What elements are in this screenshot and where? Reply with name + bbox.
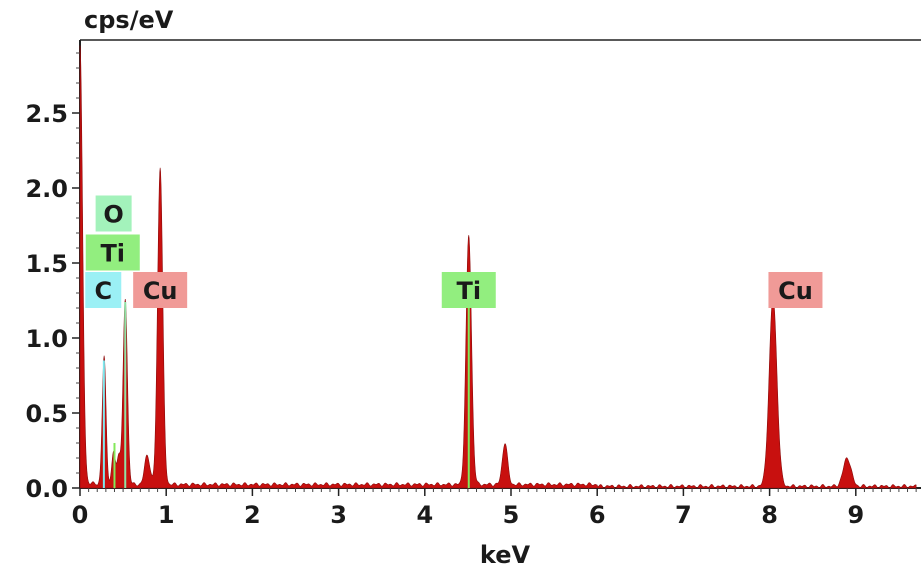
element-label-cu: Cu (768, 272, 823, 308)
element-label-box (133, 272, 188, 308)
element-label-text: Cu (143, 277, 178, 305)
x-tick-label: 9 (847, 501, 864, 529)
x-axis-label: keV (480, 541, 531, 569)
spectrum-layer (79, 45, 917, 489)
element-label-cu: Cu (133, 272, 188, 308)
y-tick-label: 2.0 (25, 175, 68, 203)
element-label-ti: Ti (441, 272, 496, 308)
minor-ticks (76, 52, 917, 492)
element-label-o: O (95, 195, 132, 232)
element-label-box (85, 234, 140, 271)
y-tick-label: 2.5 (25, 100, 68, 128)
y-tick-label: 1.0 (25, 325, 68, 353)
plot-frame (79, 39, 921, 489)
element-label-c: C (85, 272, 122, 308)
spectrum-area (79, 45, 917, 489)
element-label-box (441, 272, 496, 308)
element-label-box (768, 272, 823, 308)
element-label-box (85, 272, 122, 308)
x-tick-label: 4 (416, 501, 433, 529)
element-label-text: Cu (778, 277, 813, 305)
element-lines (102, 293, 470, 488)
y-axis-unit-label: cps/eV (84, 6, 174, 34)
y-tick-label: 0.0 (25, 475, 68, 503)
x-tick-label: 7 (675, 501, 692, 529)
x-tick-label: 0 (72, 501, 89, 529)
element-label-text: Ti (456, 277, 481, 305)
x-tick-label: 3 (330, 501, 347, 529)
x-tick-label: 2 (244, 501, 261, 529)
x-tick-label: 1 (158, 501, 175, 529)
x-tick-label: 8 (761, 501, 778, 529)
element-label-text: C (94, 277, 112, 305)
element-labels: O Ti C Cu Ti Cu (85, 195, 823, 308)
element-label-text: O (103, 201, 123, 229)
y-tick-label: 0.5 (25, 400, 68, 428)
y-ticks: 0.0 0.5 1.0 1.5 2.0 2.5 (25, 100, 80, 503)
element-label-box (95, 195, 132, 232)
y-tick-label: 1.5 (25, 250, 68, 278)
x-ticks: 0 1 2 3 4 5 6 7 8 9 (72, 488, 864, 529)
element-label-ti: Ti (85, 234, 140, 271)
x-tick-label: 6 (589, 501, 606, 529)
x-tick-label: 5 (503, 501, 520, 529)
element-label-text: Ti (100, 240, 125, 268)
